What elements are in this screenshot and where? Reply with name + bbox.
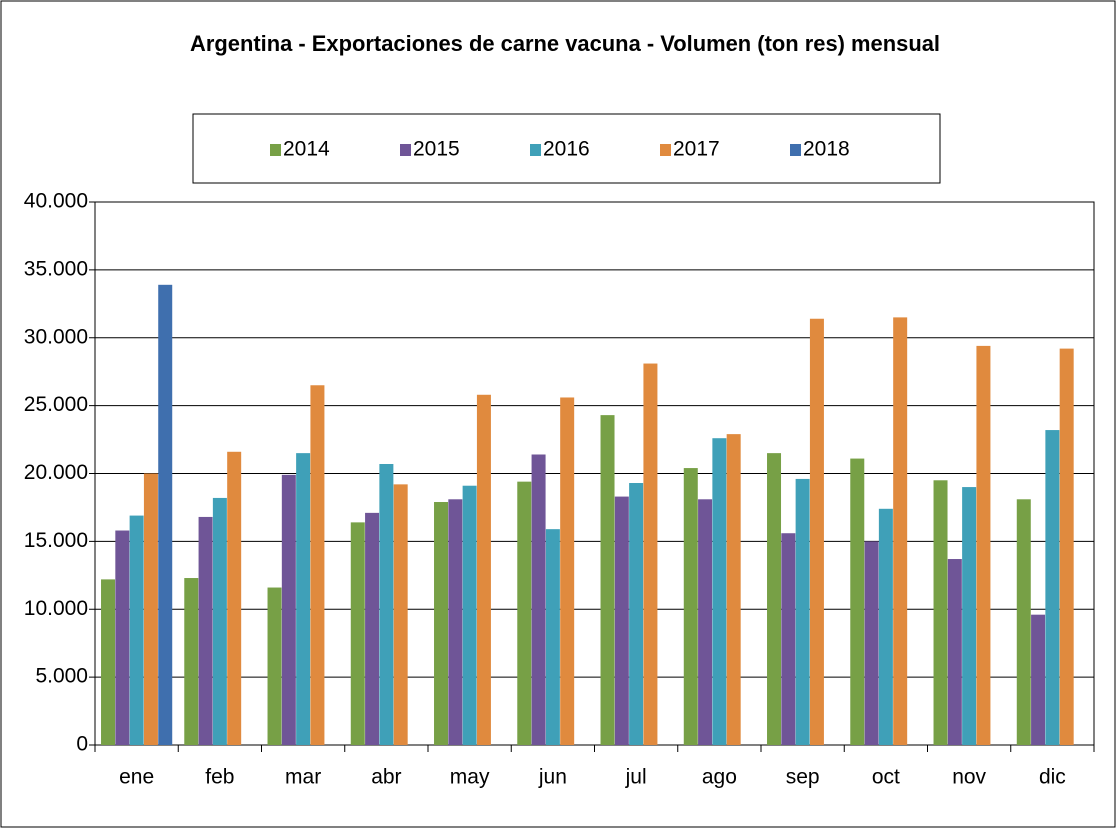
y-tick-label: 25.000 <box>24 393 88 416</box>
legend-label: 2015 <box>413 138 460 161</box>
x-tick-label: oct <box>872 766 900 789</box>
bar <box>281 474 296 745</box>
bar <box>198 516 213 745</box>
legend-label: 2017 <box>673 138 720 161</box>
legend-swatch <box>790 144 801 156</box>
x-tick-label: may <box>450 766 490 789</box>
y-tick-label: 35.000 <box>24 257 88 280</box>
x-tick-label: jun <box>538 766 567 789</box>
bar <box>545 529 560 745</box>
bar <box>227 451 242 745</box>
bar <box>101 579 116 745</box>
x-tick-label: feb <box>205 766 234 789</box>
y-tick-label: 0 <box>76 733 88 756</box>
bar <box>393 484 408 745</box>
bar <box>517 481 532 745</box>
y-tick-label: 15.000 <box>24 529 88 552</box>
bar <box>158 284 173 745</box>
bar <box>809 318 824 745</box>
bar <box>129 515 144 745</box>
y-tick-label: 10.000 <box>24 597 88 620</box>
y-tick-label: 5.000 <box>35 665 88 688</box>
x-tick-label: sep <box>786 766 820 789</box>
bar <box>448 499 463 745</box>
bar <box>462 485 477 745</box>
x-tick-label: dic <box>1039 766 1066 789</box>
y-tick-label: 20.000 <box>24 461 88 484</box>
x-tick-label: ene <box>119 766 154 789</box>
bar <box>962 487 977 745</box>
chart-title: Argentina - Exportaciones de carne vacun… <box>190 31 940 56</box>
bar <box>643 363 658 745</box>
x-tick-label: ago <box>702 766 737 789</box>
bar <box>698 499 713 745</box>
bar <box>1045 430 1060 745</box>
legend-swatch <box>400 144 411 156</box>
bar <box>767 453 782 745</box>
bar <box>1059 348 1074 745</box>
bar <box>379 463 394 745</box>
legend-box <box>192 113 941 184</box>
bar <box>629 483 644 745</box>
bar <box>712 438 727 745</box>
y-tick-label: 40.000 <box>24 190 88 213</box>
legend-swatch <box>270 144 281 156</box>
bar <box>1031 614 1046 745</box>
x-tick-label: jul <box>625 766 647 789</box>
bar <box>864 541 879 745</box>
legend-swatch <box>530 144 541 156</box>
x-tick-label: nov <box>952 766 986 789</box>
bar <box>850 458 865 745</box>
bar <box>947 559 962 745</box>
legend-swatch <box>660 144 671 156</box>
bar <box>600 415 615 745</box>
legend-label: 2014 <box>283 138 330 161</box>
bar <box>310 385 325 745</box>
bar <box>683 468 698 745</box>
bar <box>296 453 311 745</box>
bar <box>893 317 908 745</box>
bar <box>531 454 546 745</box>
legend-label: 2018 <box>803 138 850 161</box>
bar <box>350 522 365 745</box>
bar <box>976 345 991 745</box>
bar <box>878 508 893 745</box>
bar <box>434 502 449 745</box>
x-tick-label: mar <box>285 766 321 789</box>
bar <box>933 480 948 745</box>
bar <box>614 496 629 745</box>
bar <box>476 394 491 745</box>
bar <box>726 434 741 745</box>
bar <box>781 533 796 745</box>
bar <box>365 512 380 745</box>
bar <box>212 497 227 745</box>
bar <box>184 578 199 745</box>
x-tick-label: abr <box>371 766 401 789</box>
bar <box>115 530 130 745</box>
bar <box>267 587 282 745</box>
bar <box>1016 499 1031 745</box>
bar <box>795 478 810 745</box>
y-tick-label: 30.000 <box>24 325 88 348</box>
bar <box>560 397 575 745</box>
legend-label: 2016 <box>543 138 590 161</box>
bar <box>143 473 158 745</box>
